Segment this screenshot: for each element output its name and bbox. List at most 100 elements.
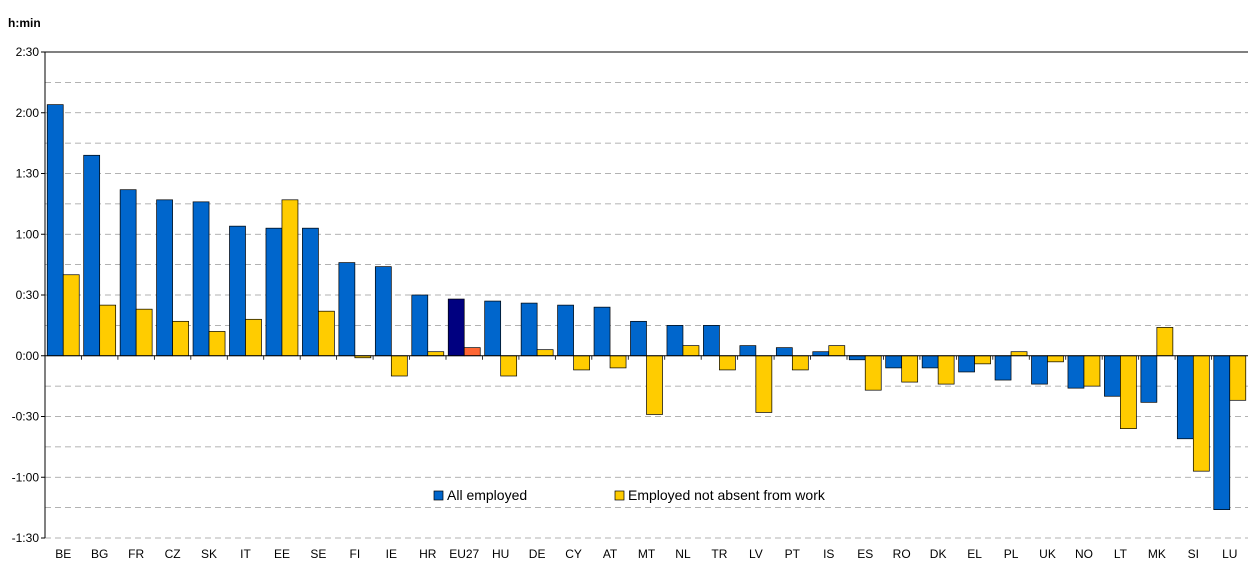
bar-bg-series-2 [99,304,117,357]
bar-cz-series-2 [172,320,189,357]
legend-swatch-all-employed [433,490,444,501]
bar-mt-series-1 [630,320,647,357]
y-tick-label: 0:00 [16,349,40,363]
bar-is-series-1 [812,351,830,357]
x-tick-label: EU27 [449,547,479,561]
bar-es-series-2 [864,355,882,391]
bar-si-series-2 [1192,355,1210,472]
bar-de-series-1 [520,302,538,357]
x-tick-label: HU [492,547,509,561]
bar-hu-series-2 [500,355,518,377]
bar-at-series-1 [593,306,611,357]
bar-el-series-2 [974,355,991,365]
bar-fr-series-2 [135,308,153,357]
bar-de-series-2 [536,349,554,357]
bar-no-series-1 [1067,355,1085,389]
x-tick-label: TR [711,547,727,561]
y-tick-labels: 2:30 2:00 1:30 1:00 0:30 0:00 -0:30 -1:00 -1:30 [12,45,40,545]
bar-ro-series-2 [901,355,919,383]
y-axis-unit-label: h:min [8,16,41,30]
bar-it-series-1 [229,225,246,357]
x-tick-label: ES [857,547,873,561]
bar-lu-series-2 [1229,355,1247,401]
bar-pt-series-1 [775,347,793,357]
x-tick-label: EL [967,547,982,561]
x-tick-label: BG [91,547,108,561]
x-tick-label: AT [603,547,618,561]
bar-tr-series-1 [703,325,720,357]
bar-tr-series-2 [719,355,736,371]
x-tick-label: IE [386,547,397,561]
bar-dk-series-2 [937,355,955,385]
bar-lv-series-2 [755,355,773,413]
x-tick-label: FR [128,547,144,561]
x-tick-label: RO [893,547,911,561]
y-tick-label: 1:00 [16,227,40,241]
bar-pl-series-1 [994,355,1012,381]
x-tick-label: BE [55,547,71,561]
bar-hu-series-1 [484,300,502,357]
bar-hr-series-1 [411,294,429,357]
bar-hr-series-2 [427,351,445,357]
bar-se-series-2 [318,310,335,357]
legend-swatch-employed-not-absent [614,490,625,501]
x-tick-label: MT [638,547,656,561]
bar-si-series-1 [1176,355,1194,440]
bar-be-series-1 [46,104,64,357]
bar-nl-series-2 [682,345,700,357]
x-tick-label: DK [930,547,947,561]
bar-eu27-series-1 [447,298,465,357]
x-tick-label: DE [529,547,546,561]
x-tick-label: PL [1004,547,1019,561]
x-tick-labels: BE BG FR CZ SK IT EE SE FI IE HR EU27 HU DE CY AT MT NL TR… [55,547,1237,561]
x-tick-label: CY [565,547,582,561]
bar-cz-series-1 [156,199,173,357]
x-tick-label: MK [1148,547,1166,561]
bar-is-series-2 [828,345,846,357]
bar-be-series-2 [62,274,80,357]
bar-es-series-1 [848,355,866,361]
y-tick-label: 1:30 [16,167,40,181]
bar-ee-series-1 [265,227,283,357]
x-tick-label: EE [274,547,290,561]
x-tick-label: NL [675,547,691,561]
bar-mk-series-2 [1156,327,1174,357]
bar-no-series-2 [1083,355,1101,387]
bar-bg-series-1 [83,154,101,357]
bar-nl-series-1 [666,325,684,357]
legend: All employed Employed not absent from wo… [433,487,826,503]
x-tick-label: IS [823,547,834,561]
x-tick-label: LT [1114,547,1128,561]
bar-lv-series-1 [739,345,757,357]
bar-ee-series-2 [281,199,299,357]
x-tick-label: SE [310,547,326,561]
axes [41,51,1248,539]
bar-se-series-1 [302,227,319,357]
bar-uk-series-2 [1047,355,1064,363]
bar-fi-series-1 [338,262,356,357]
bar-dk-series-1 [921,355,939,369]
y-tick-label: -0:30 [12,410,40,424]
bar-eu27-series-2 [463,347,481,357]
bar-sk-series-2 [208,331,226,357]
bar-it-series-2 [245,318,262,357]
x-tick-label: IT [240,547,251,561]
bar-mt-series-2 [646,355,663,415]
bar-lt-series-1 [1104,355,1121,397]
bar-fr-series-1 [119,189,137,357]
x-tick-label: NO [1075,547,1093,561]
x-tick-label: LV [749,547,763,561]
bar-el-series-1 [958,355,975,373]
bar-cy-series-1 [557,304,574,357]
bar-ie-series-2 [390,355,408,377]
legend-label-all-employed: All employed [447,487,527,503]
y-tick-label: 2:30 [16,45,40,59]
x-tick-label: CZ [165,547,181,561]
bar-ro-series-1 [885,355,903,369]
y-tick-label: 0:30 [16,288,40,302]
x-tick-label: LU [1222,547,1237,561]
bar-uk-series-1 [1031,355,1048,385]
bar-lt-series-2 [1120,355,1137,430]
bar-ie-series-1 [374,266,392,357]
